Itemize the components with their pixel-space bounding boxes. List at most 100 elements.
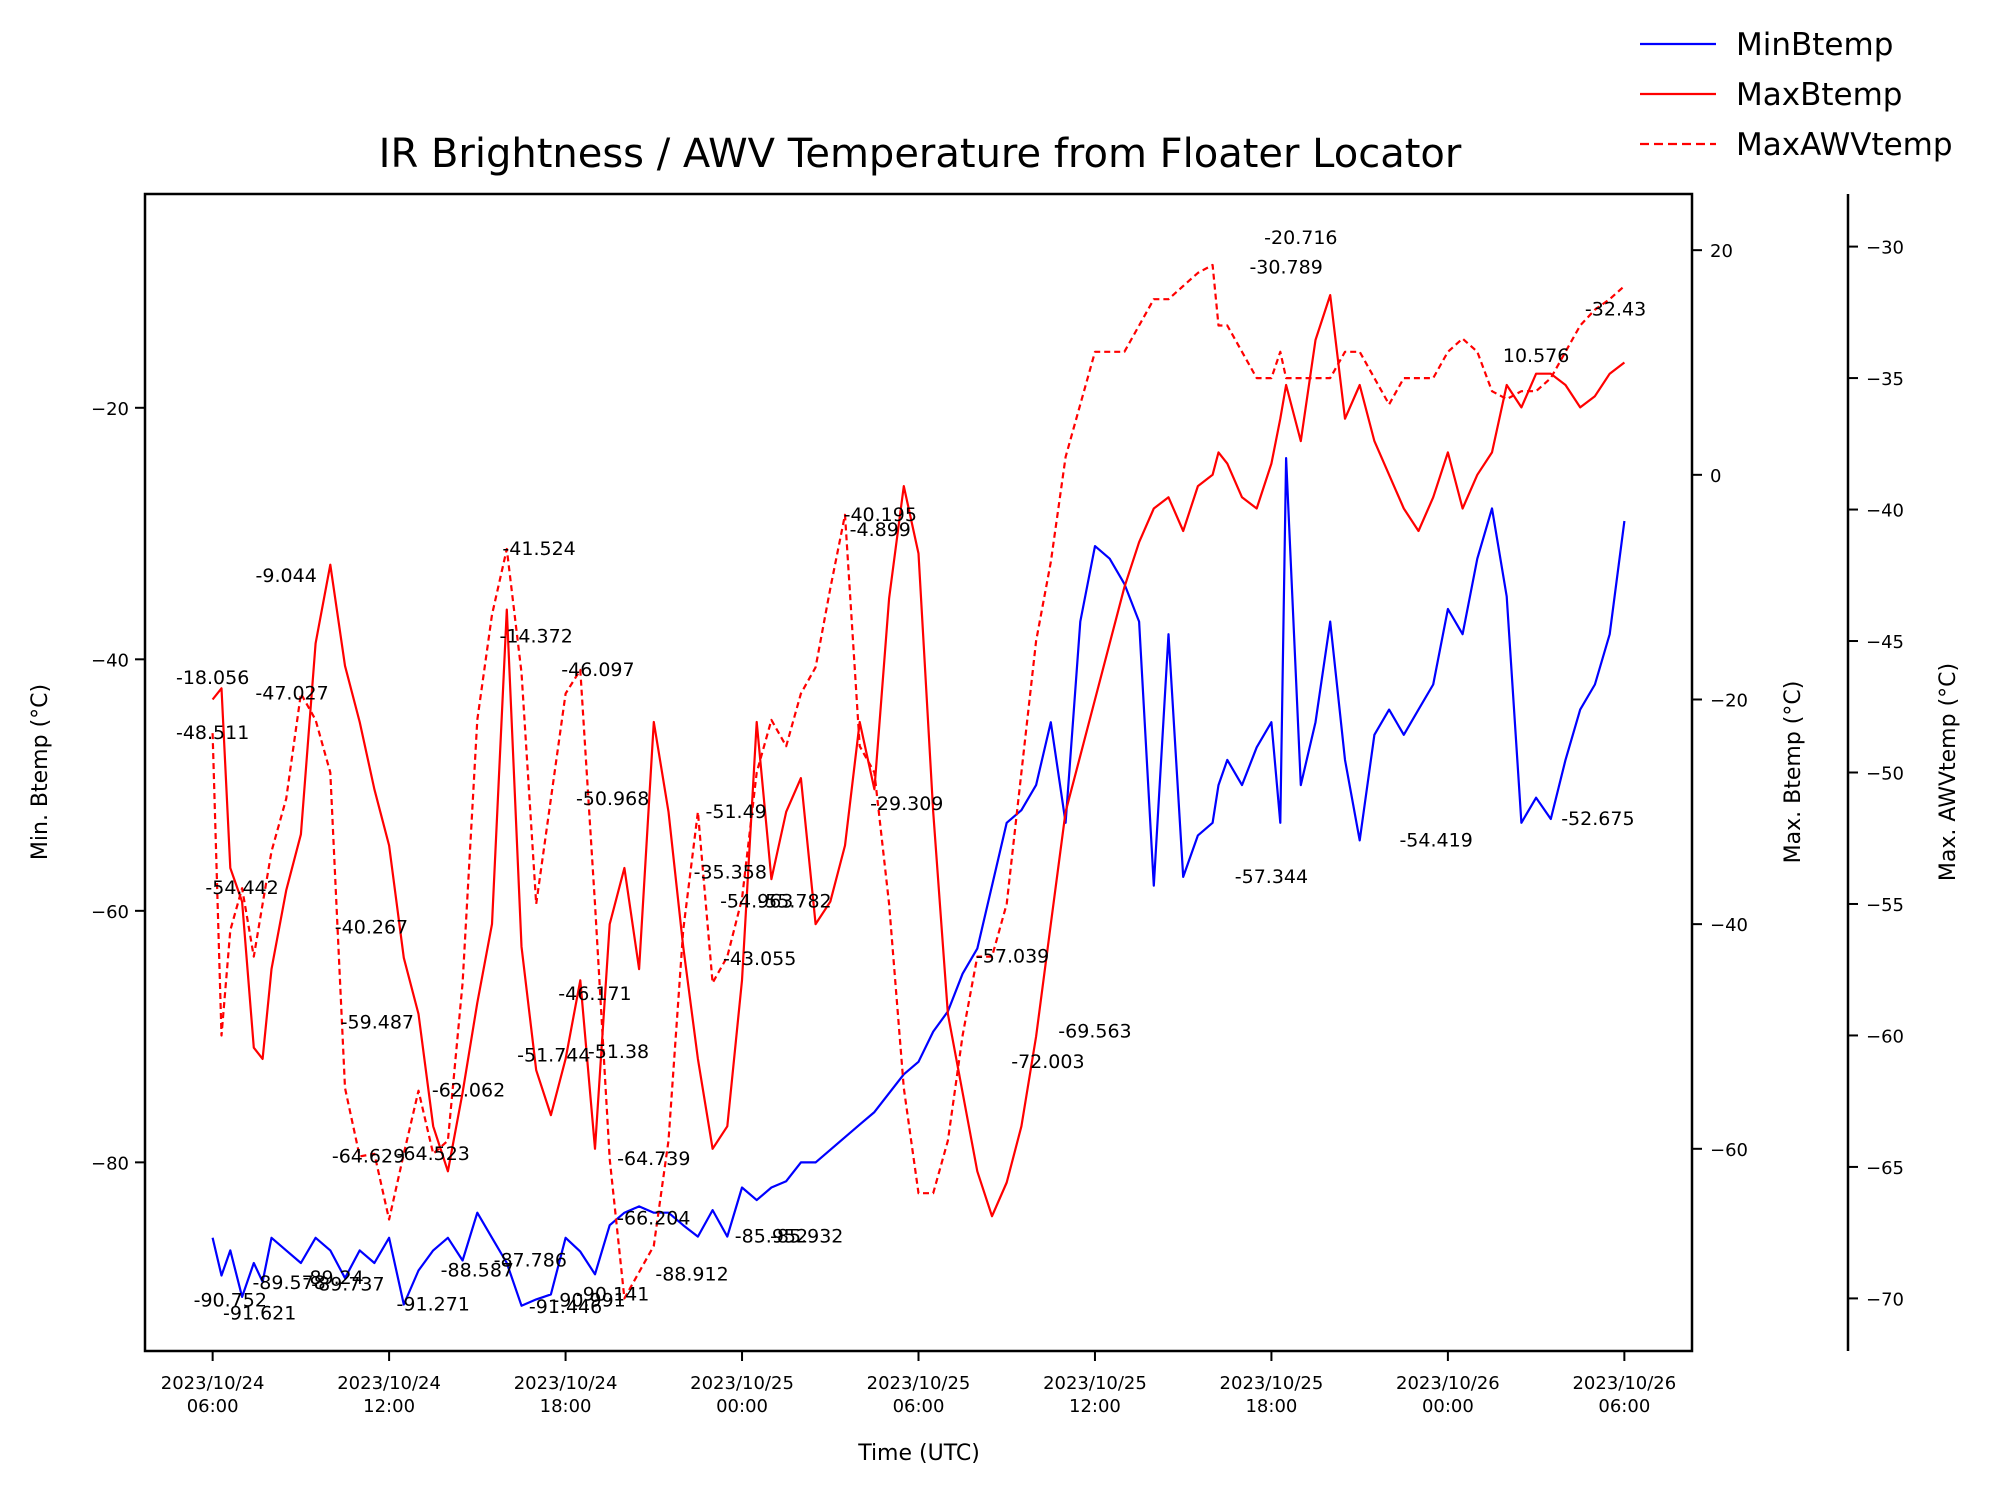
data-annotation: -88.912 bbox=[655, 1263, 728, 1285]
data-annotation: -62.062 bbox=[432, 1080, 505, 1102]
data-annotation: -90.991 bbox=[552, 1290, 625, 1312]
right1-axis-label: Max. Btemp (°C) bbox=[1781, 681, 1806, 864]
data-annotation: -90.752 bbox=[194, 1290, 267, 1312]
left-tick-label: −80 bbox=[91, 1153, 129, 1174]
right2-tick-label: −55 bbox=[1866, 895, 1904, 916]
data-annotation: -90.141 bbox=[576, 1283, 649, 1305]
data-annotation: -48.511 bbox=[176, 722, 249, 744]
x-axis-ticks: 2023/10/2406:002023/10/2412:002023/10/24… bbox=[161, 1351, 1676, 1417]
data-annotation: -4.899 bbox=[850, 519, 911, 541]
x-tick-label-date: 2023/10/24 bbox=[514, 1373, 618, 1394]
data-annotation: -14.372 bbox=[499, 626, 572, 648]
data-annotation: -50.968 bbox=[576, 788, 649, 810]
right1-tick-label: 20 bbox=[1710, 241, 1733, 262]
data-annotation: -89.24 bbox=[303, 1267, 364, 1289]
right2-tick-label: −45 bbox=[1866, 632, 1904, 653]
x-tick-label-date: 2023/10/26 bbox=[1572, 1373, 1676, 1394]
legend-label-minbtemp: MinBtemp bbox=[1736, 27, 1893, 63]
legend: MinBtemp MaxBtemp MaxAWVtemp bbox=[1640, 27, 1953, 163]
data-annotation: -59.487 bbox=[341, 1011, 414, 1033]
x-tick-label-time: 18:00 bbox=[540, 1396, 592, 1417]
right2-tick-label: −60 bbox=[1866, 1026, 1904, 1047]
x-tick-label-date: 2023/10/25 bbox=[867, 1373, 971, 1394]
x-tick-label-time: 18:00 bbox=[1245, 1396, 1297, 1417]
data-annotation: -20.716 bbox=[1264, 227, 1337, 249]
x-tick-label-time: 06:00 bbox=[1598, 1396, 1650, 1417]
data-annotation: -69.563 bbox=[1058, 1021, 1131, 1043]
left-tick-label: −20 bbox=[91, 399, 129, 420]
left-tick-label: −40 bbox=[91, 650, 129, 671]
annotation-layer: -18.056 -48.511 -90.752-91.621 -54.442 -9.04… bbox=[176, 227, 1646, 1324]
data-annotation: -91.446 bbox=[529, 1296, 602, 1318]
data-annotation: -52.675 bbox=[1561, 808, 1634, 830]
legend-label-maxbtemp: MaxBtemp bbox=[1736, 77, 1902, 113]
x-tick-label-date: 2023/10/24 bbox=[337, 1373, 441, 1394]
x-tick-label-date: 2023/10/25 bbox=[690, 1373, 794, 1394]
data-annotation: -91.621 bbox=[223, 1302, 296, 1324]
left-tick-label: −60 bbox=[91, 902, 129, 923]
data-annotation: -46.171 bbox=[558, 983, 631, 1005]
chart-title: IR Brightness / AWV Temperature from Flo… bbox=[379, 131, 1462, 177]
data-annotation: -51.744 bbox=[517, 1045, 590, 1067]
right2-tick-label: −40 bbox=[1866, 501, 1904, 522]
data-annotation: -40.267 bbox=[335, 917, 408, 939]
data-annotation: -35.358 bbox=[694, 861, 767, 883]
data-annotation: -51.38 bbox=[588, 1041, 649, 1063]
data-annotation: -57.344 bbox=[1235, 866, 1308, 888]
right1-tick-label: −40 bbox=[1710, 915, 1748, 936]
data-annotation: -87.786 bbox=[494, 1249, 567, 1271]
data-annotation: -43.055 bbox=[723, 948, 796, 970]
x-tick-label-time: 06:00 bbox=[893, 1396, 945, 1417]
data-annotation: -9.044 bbox=[256, 565, 317, 587]
right2-tick-label: −65 bbox=[1866, 1158, 1904, 1179]
right2-axis-label: Max. AWVtemp (°C) bbox=[1936, 663, 1961, 881]
data-annotation: -40.195 bbox=[844, 504, 917, 526]
data-annotation: -32.43 bbox=[1585, 299, 1646, 321]
data-annotation: -41.524 bbox=[502, 538, 575, 560]
x-tick-label-date: 2023/10/25 bbox=[1043, 1373, 1147, 1394]
data-annotation: -66.204 bbox=[617, 1207, 690, 1229]
data-annotation: 10.576 bbox=[1503, 345, 1569, 367]
data-annotation: -46.097 bbox=[561, 659, 634, 681]
x-tick-label-time: 12:00 bbox=[1069, 1396, 1121, 1417]
x-tick-label-time: 12:00 bbox=[363, 1396, 415, 1417]
right2-axis-ticks: −30 −35 −40 −45 −50 −55 −60 −65 −70 bbox=[1848, 238, 1904, 1310]
x-tick-label-time: 00:00 bbox=[716, 1396, 768, 1417]
data-annotation: -29.309 bbox=[870, 793, 943, 815]
right1-tick-label: 0 bbox=[1710, 466, 1721, 487]
data-annotation: -55.782 bbox=[758, 890, 831, 912]
x-tick-label-time: 06:00 bbox=[187, 1396, 239, 1417]
data-annotation: -89.737 bbox=[311, 1273, 384, 1295]
data-annotation: -18.056 bbox=[176, 667, 249, 689]
data-annotation: -89.578 bbox=[252, 1272, 325, 1294]
x-axis-label: Time (UTC) bbox=[857, 1441, 980, 1466]
series-layer bbox=[211, 263, 1626, 1307]
data-annotation: -54.419 bbox=[1399, 829, 1472, 851]
x-tick-label-date: 2023/10/25 bbox=[1220, 1373, 1324, 1394]
right1-tick-label: −60 bbox=[1710, 1140, 1748, 1161]
right2-tick-label: −70 bbox=[1866, 1289, 1904, 1310]
right2-tick-label: −35 bbox=[1866, 369, 1904, 390]
x-tick-label-date: 2023/10/26 bbox=[1396, 1373, 1500, 1394]
x-tick-label-date: 2023/10/24 bbox=[161, 1373, 265, 1394]
right2-tick-label: −50 bbox=[1866, 764, 1904, 785]
data-annotation: -85.932 bbox=[770, 1226, 843, 1248]
left-axis-label: Min. Btemp (°C) bbox=[28, 684, 53, 860]
data-annotation: -64.739 bbox=[617, 1148, 690, 1170]
data-annotation: -72.003 bbox=[1011, 1051, 1084, 1073]
data-annotation: -88.587 bbox=[441, 1260, 514, 1282]
data-annotation: -30.789 bbox=[1249, 257, 1322, 279]
data-annotation: -91.271 bbox=[397, 1293, 470, 1315]
right2-tick-label: −30 bbox=[1866, 238, 1904, 259]
series-line-maxawvtemp bbox=[211, 263, 1626, 1300]
legend-label-maxawvtemp: MaxAWVtemp bbox=[1736, 127, 1953, 163]
data-annotation: -64.629 bbox=[332, 1145, 405, 1167]
left-axis-ticks: −20 −40 −60 −80 bbox=[91, 399, 145, 1174]
data-annotation: -64.523 bbox=[397, 1143, 470, 1165]
right1-axis-ticks: 20 0 −20 −40 −60 bbox=[1692, 241, 1748, 1161]
series-line-minbtemp bbox=[211, 457, 1626, 1307]
data-annotation: -54.963 bbox=[720, 890, 793, 912]
right1-tick-label: −20 bbox=[1710, 690, 1748, 711]
series-line-maxbtemp bbox=[211, 294, 1626, 1218]
